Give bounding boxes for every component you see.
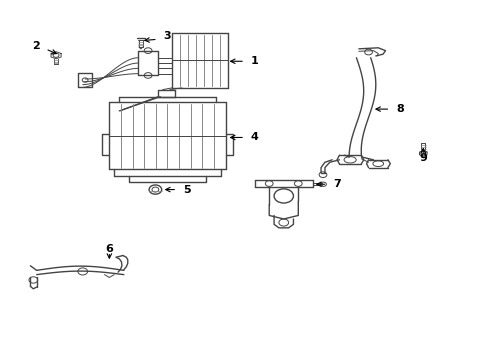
Text: 3: 3 [164, 31, 171, 41]
Text: 2: 2 [32, 41, 40, 51]
Text: 1: 1 [251, 56, 259, 66]
Text: 9: 9 [419, 153, 427, 163]
Text: 4: 4 [251, 132, 259, 143]
Text: 6: 6 [105, 244, 113, 254]
Text: 5: 5 [183, 185, 191, 194]
Text: 8: 8 [396, 104, 404, 114]
Text: 7: 7 [333, 179, 341, 189]
